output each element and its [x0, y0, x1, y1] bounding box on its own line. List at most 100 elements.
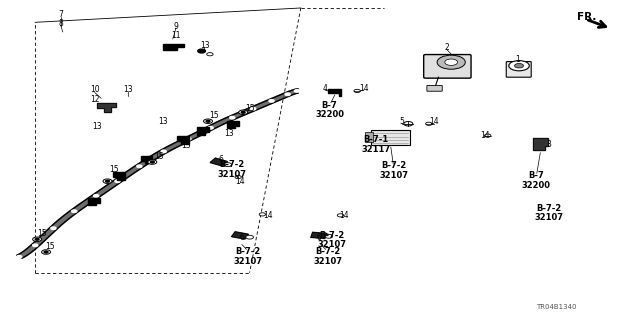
Circle shape: [186, 137, 191, 140]
Circle shape: [337, 214, 344, 217]
Text: 14: 14: [339, 211, 349, 220]
Circle shape: [198, 49, 205, 53]
Circle shape: [103, 179, 112, 183]
Text: 13: 13: [180, 141, 191, 150]
Circle shape: [325, 234, 333, 238]
Circle shape: [445, 59, 458, 65]
Text: 15: 15: [45, 242, 55, 251]
Text: 15: 15: [244, 104, 255, 113]
Circle shape: [404, 122, 413, 126]
Text: 3: 3: [547, 140, 552, 149]
Circle shape: [161, 150, 166, 153]
Circle shape: [241, 111, 245, 113]
Circle shape: [106, 180, 109, 182]
Circle shape: [33, 237, 42, 241]
Circle shape: [42, 250, 51, 254]
Text: 6: 6: [316, 233, 321, 242]
Polygon shape: [210, 158, 228, 166]
Text: 6: 6: [239, 233, 244, 242]
Text: 13: 13: [158, 117, 168, 126]
Circle shape: [35, 238, 39, 240]
Polygon shape: [311, 232, 326, 239]
Text: 14: 14: [235, 177, 245, 186]
Circle shape: [426, 122, 432, 125]
Circle shape: [484, 134, 491, 137]
FancyBboxPatch shape: [506, 62, 531, 77]
Text: 11: 11: [172, 31, 180, 40]
Circle shape: [17, 256, 22, 258]
Circle shape: [235, 175, 241, 179]
Polygon shape: [141, 156, 152, 163]
Text: B-7-2
32107: B-7-2 32107: [313, 248, 342, 266]
Text: B-7-2
32107: B-7-2 32107: [534, 204, 564, 222]
Text: 15: 15: [154, 152, 164, 161]
Polygon shape: [113, 172, 125, 180]
Polygon shape: [97, 103, 116, 112]
Circle shape: [230, 116, 235, 119]
Text: 9: 9: [173, 22, 179, 31]
FancyBboxPatch shape: [427, 85, 442, 91]
Circle shape: [239, 110, 248, 115]
Text: 14: 14: [262, 211, 273, 220]
Text: FR.: FR.: [577, 12, 596, 22]
Text: B-7-2
32107: B-7-2 32107: [317, 231, 346, 249]
Text: 5: 5: [399, 117, 404, 126]
Circle shape: [137, 165, 142, 167]
Polygon shape: [533, 138, 548, 150]
Text: 13: 13: [200, 41, 210, 50]
Text: 13: 13: [123, 85, 133, 94]
Text: 13: 13: [92, 122, 102, 130]
Text: 6: 6: [218, 155, 223, 164]
Text: 14: 14: [358, 84, 369, 93]
Circle shape: [208, 127, 213, 129]
Text: 15: 15: [109, 165, 119, 174]
Circle shape: [33, 244, 38, 247]
FancyBboxPatch shape: [424, 55, 471, 78]
Circle shape: [93, 195, 99, 197]
Text: 1: 1: [515, 56, 520, 64]
FancyBboxPatch shape: [371, 130, 410, 145]
Circle shape: [269, 100, 274, 102]
Polygon shape: [177, 136, 189, 144]
Text: 13: 13: [224, 130, 234, 138]
Text: 7: 7: [58, 10, 63, 19]
Text: TR04B1340: TR04B1340: [536, 304, 577, 310]
Circle shape: [285, 93, 290, 95]
Text: B-7
32200: B-7 32200: [522, 171, 551, 189]
Circle shape: [204, 119, 212, 123]
Circle shape: [44, 251, 48, 253]
Circle shape: [115, 180, 120, 182]
Text: B-7-1
32117: B-7-1 32117: [362, 135, 391, 153]
Circle shape: [206, 120, 210, 122]
Circle shape: [148, 160, 157, 164]
Bar: [365, 132, 373, 142]
Text: 12: 12: [90, 95, 99, 104]
Polygon shape: [227, 121, 239, 128]
Text: 15: 15: [36, 229, 47, 238]
Circle shape: [246, 235, 253, 239]
Circle shape: [251, 108, 256, 110]
Text: 14: 14: [480, 131, 490, 140]
Circle shape: [515, 63, 524, 68]
Polygon shape: [88, 198, 100, 205]
Circle shape: [509, 61, 529, 71]
Circle shape: [354, 89, 360, 93]
Circle shape: [224, 163, 232, 167]
Text: 10: 10: [90, 85, 100, 94]
Polygon shape: [197, 127, 209, 135]
Text: B-7-2
32107: B-7-2 32107: [379, 161, 408, 180]
Circle shape: [207, 53, 213, 56]
Text: 2: 2: [444, 43, 449, 52]
Text: 14: 14: [429, 117, 439, 126]
Circle shape: [150, 161, 154, 163]
Circle shape: [437, 55, 465, 69]
Circle shape: [294, 90, 300, 92]
Circle shape: [51, 227, 56, 230]
Text: 15: 15: [209, 111, 220, 120]
Circle shape: [259, 213, 266, 216]
Polygon shape: [232, 232, 248, 239]
Polygon shape: [328, 89, 341, 96]
Polygon shape: [17, 89, 298, 258]
Polygon shape: [163, 44, 184, 50]
Text: B-7-2
32107: B-7-2 32107: [234, 248, 263, 266]
